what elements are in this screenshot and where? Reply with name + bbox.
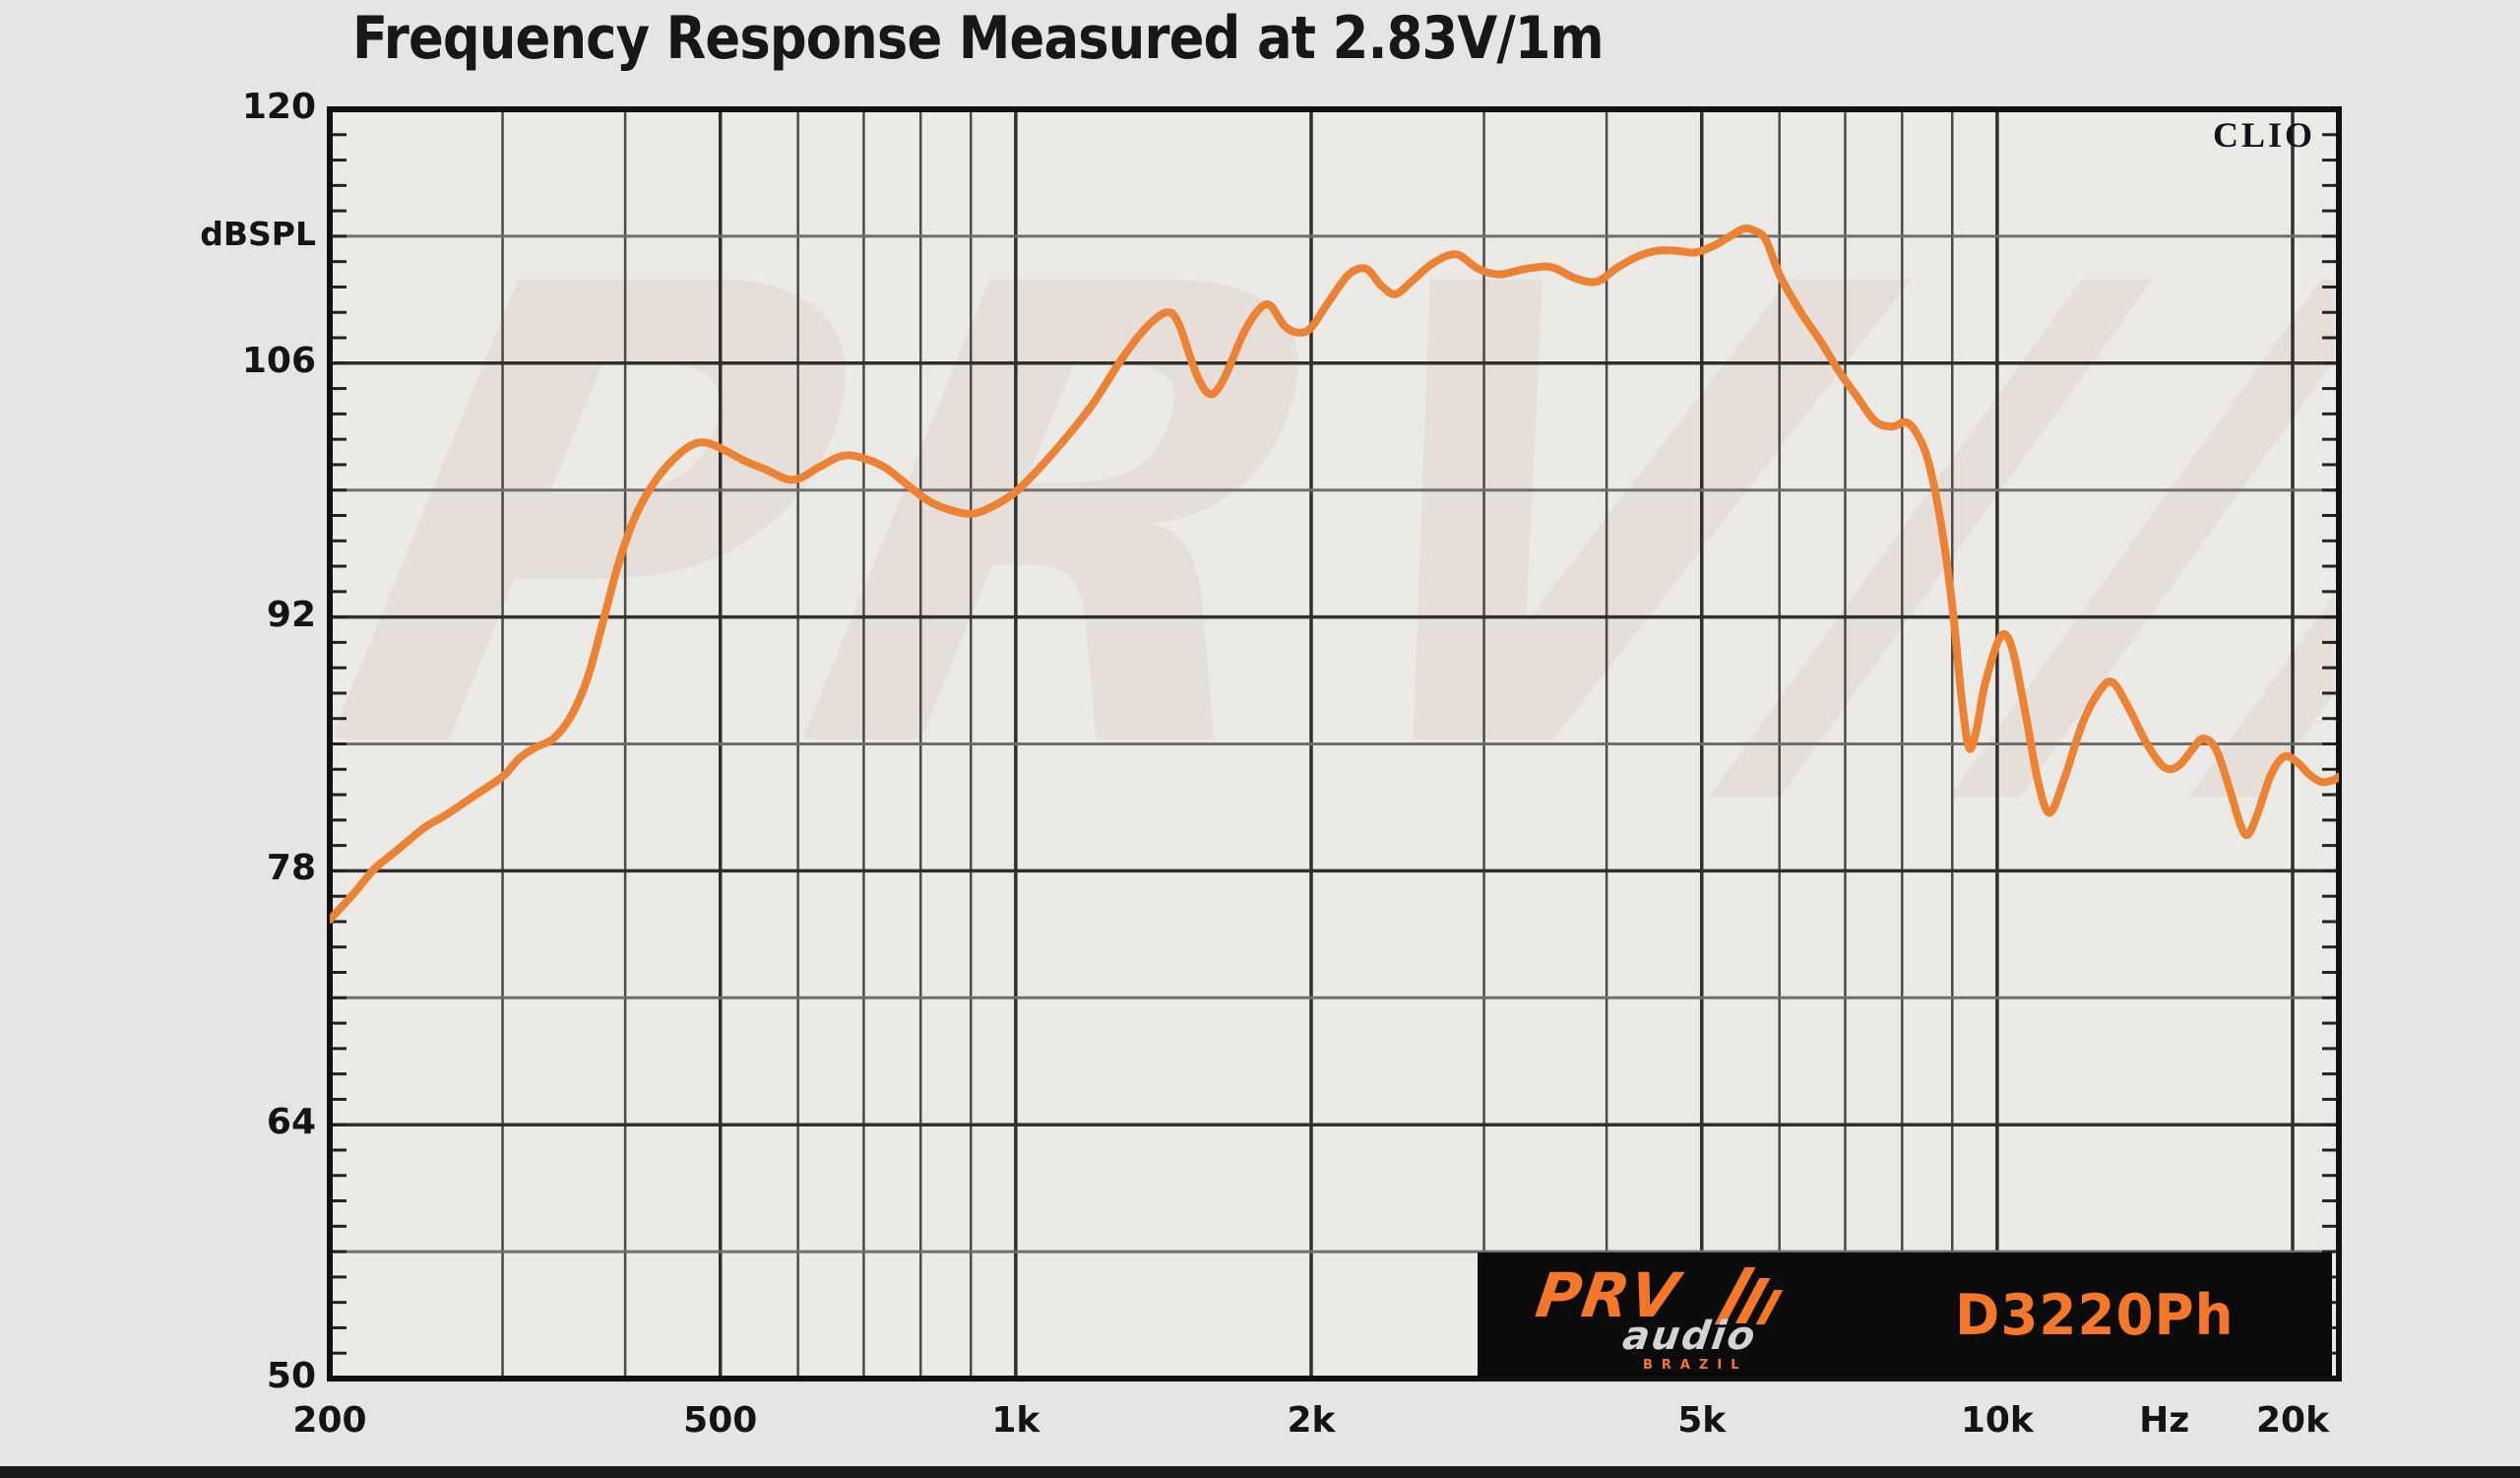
- clio-logo: CLIO: [2212, 115, 2315, 155]
- y-axis-unit-label: dBSPL: [200, 214, 316, 253]
- model-name-label: D3220Ph: [1955, 1282, 2235, 1348]
- bottom-edge-strip: [0, 1466, 2520, 1478]
- x-tick-label: 200: [292, 1400, 367, 1441]
- y-tick-label: 64: [266, 1102, 316, 1143]
- y-tick-label: 106: [241, 340, 316, 381]
- plot-border: [327, 106, 2342, 1382]
- x-tick-label: 1k: [991, 1400, 1040, 1441]
- y-tick-label: 92: [266, 594, 316, 635]
- prv-audio-logo: PRV audio BRAZIL: [1532, 1259, 1861, 1373]
- y-tick-label: 50: [266, 1356, 316, 1396]
- x-axis-unit-label: Hz: [2139, 1400, 2190, 1441]
- y-tick-label: 78: [266, 848, 316, 889]
- page-title: Frequency Response Measured at 2.83V/1m: [352, 4, 1605, 73]
- x-tick-label: 2k: [1287, 1400, 1336, 1441]
- prv-logo-box: PRV audio BRAZIL D3220Ph: [1478, 1253, 2332, 1378]
- frequency-response-curve: [330, 225, 2339, 925]
- prv-audio-text: audio: [1619, 1313, 1760, 1359]
- x-tick-label: 10k: [1960, 1400, 2034, 1441]
- y-tick-label: 120: [241, 87, 316, 127]
- x-tick-label: 5k: [1677, 1400, 1727, 1441]
- prv-brazil-text: BRAZIL: [1643, 1357, 1748, 1373]
- x-tick-label: 20k: [2255, 1400, 2330, 1441]
- x-tick-label: 500: [683, 1400, 758, 1441]
